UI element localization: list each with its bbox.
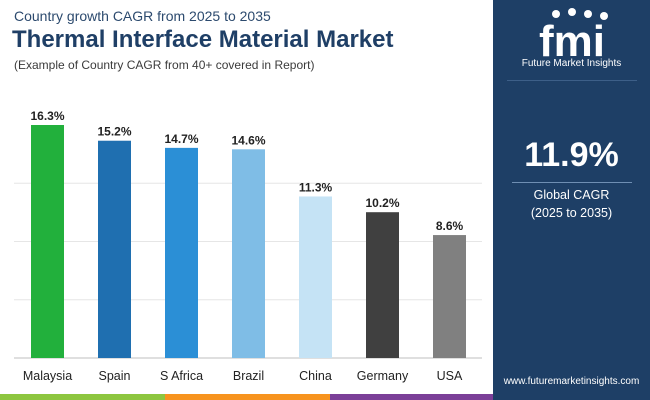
category-label: Spain — [99, 369, 131, 383]
bar-value-labels: 16.3% 15.2% 14.7% 14.6% 11.3% 10.2% 8.6% — [30, 109, 463, 233]
bar-spain — [98, 140, 131, 358]
bars — [31, 125, 466, 358]
category-label: China — [299, 369, 332, 383]
global-cagr-value: 11.9% — [524, 136, 619, 174]
cagr-divider — [512, 182, 632, 183]
bar-brazil — [232, 149, 265, 358]
bar-value-label: 14.7% — [164, 132, 198, 146]
panel-divider — [507, 80, 637, 81]
category-label: Malaysia — [23, 369, 72, 383]
logo-subtitle: Future Market Insights — [521, 58, 622, 69]
chart-subtitle: Country growth CAGR from 2025 to 2035 — [14, 8, 271, 24]
category-label: Germany — [357, 369, 409, 383]
bar-value-label: 14.6% — [231, 133, 265, 147]
chart-note: (Example of Country CAGR from 40+ covere… — [14, 58, 315, 72]
bar-value-label: 8.6% — [436, 219, 464, 233]
bar-s-africa — [165, 147, 198, 358]
category-label: Brazil — [233, 369, 264, 383]
bar-usa — [433, 235, 466, 358]
footer-stripe-segment — [493, 394, 650, 400]
footer-stripe-segment — [165, 394, 330, 400]
summary-panel — [493, 0, 650, 400]
bar-value-label: 15.2% — [97, 125, 131, 139]
category-label: S Africa — [160, 369, 203, 383]
bar-malaysia — [31, 125, 64, 358]
bar-china — [299, 196, 332, 358]
global-cagr-label: Global CAGR — [533, 188, 610, 202]
logo-wordmark: fmi — [539, 17, 605, 66]
website-link[interactable]: www.futuremarketinsights.com — [503, 376, 640, 387]
bar-chart: 16.3% 15.2% 14.7% 14.6% 11.3% 10.2% 8.6% Malay… — [14, 109, 482, 383]
footer-stripe-segment — [0, 394, 165, 400]
category-labels: Malaysia Spain S Africa Brazil China Germany U… — [23, 369, 463, 383]
chart-title: Thermal Interface Material Market — [12, 26, 394, 53]
bar-value-label: 11.3% — [299, 180, 333, 194]
bar-germany — [366, 212, 399, 358]
bar-value-label: 16.3% — [30, 109, 64, 123]
global-cagr-period: (2025 to 2035) — [530, 206, 613, 220]
bar-value-label: 10.2% — [365, 196, 399, 210]
footer-stripe-segment — [330, 394, 493, 400]
fmi-logo-icon: fmi — [539, 8, 608, 66]
category-label: USA — [437, 369, 463, 383]
